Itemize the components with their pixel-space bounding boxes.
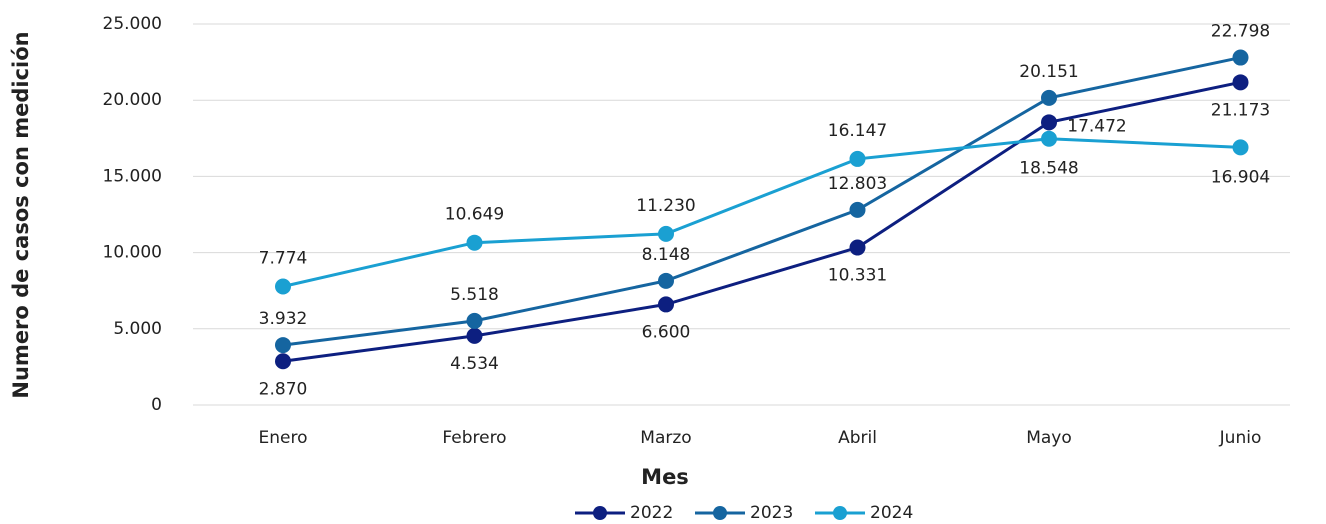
x-tick-label: Mayo bbox=[1026, 428, 1072, 448]
data-point bbox=[658, 225, 674, 242]
data-point bbox=[466, 327, 483, 344]
y-axis-title: Numero de casos con medición bbox=[9, 31, 33, 398]
x-axis-title: Mes bbox=[641, 465, 689, 489]
data-point bbox=[849, 201, 866, 218]
data-point bbox=[1041, 89, 1057, 106]
data-label: 21.173 bbox=[1211, 100, 1270, 120]
x-tick-label: Abril bbox=[838, 428, 877, 448]
data-point bbox=[1232, 139, 1249, 156]
data-point bbox=[849, 239, 866, 256]
legend-label: 2024 bbox=[870, 503, 913, 520]
x-tick-label: Junio bbox=[1219, 428, 1262, 448]
data-point bbox=[849, 150, 866, 167]
x-tick-label: Enero bbox=[259, 428, 308, 448]
data-label: 10.331 bbox=[828, 266, 887, 286]
y-tick-label: 25.000 bbox=[103, 14, 162, 34]
data-label: 11.230 bbox=[636, 196, 695, 216]
data-point bbox=[1041, 114, 1057, 131]
y-tick-label: 10.000 bbox=[103, 243, 162, 263]
data-point bbox=[275, 337, 291, 354]
legend-label: 2023 bbox=[750, 503, 793, 520]
legend-marker bbox=[833, 506, 847, 520]
data-label: 6.600 bbox=[642, 322, 691, 342]
series-line bbox=[282, 56, 1241, 347]
data-point bbox=[466, 312, 483, 329]
data-point bbox=[275, 278, 291, 295]
series-line bbox=[282, 80, 1241, 363]
y-tick-label: 0 bbox=[151, 395, 162, 415]
data-label: 22.798 bbox=[1211, 22, 1270, 42]
data-label: 16.147 bbox=[828, 121, 887, 141]
data-label: 3.932 bbox=[259, 309, 308, 329]
data-label: 2.870 bbox=[259, 379, 308, 399]
y-tick-label: 15.000 bbox=[103, 166, 162, 186]
data-label: 4.534 bbox=[450, 354, 499, 374]
legend-marker bbox=[593, 506, 607, 520]
data-point bbox=[658, 272, 674, 289]
data-label: 7.774 bbox=[259, 249, 308, 269]
data-label: 5.518 bbox=[450, 285, 499, 305]
data-label: 8.148 bbox=[642, 245, 691, 265]
x-tick-label: Marzo bbox=[640, 428, 691, 448]
data-label: 12.803 bbox=[828, 174, 887, 194]
data-label: 18.548 bbox=[1019, 158, 1078, 178]
data-label: 17.472 bbox=[1067, 117, 1126, 137]
data-label: 20.151 bbox=[1019, 62, 1078, 82]
legend-label: 2022 bbox=[630, 503, 673, 520]
series-line bbox=[282, 137, 1241, 288]
data-point bbox=[275, 353, 291, 370]
data-point bbox=[1232, 49, 1249, 66]
x-tick-label: Febrero bbox=[442, 428, 506, 448]
data-label: 16.904 bbox=[1211, 167, 1270, 187]
data-point bbox=[1232, 74, 1249, 91]
data-label: 10.649 bbox=[445, 205, 504, 225]
data-point bbox=[658, 296, 674, 313]
y-tick-label: 20.000 bbox=[103, 90, 162, 110]
legend-marker bbox=[713, 506, 727, 520]
data-point bbox=[1041, 130, 1057, 147]
y-tick-label: 5.000 bbox=[113, 319, 162, 339]
data-point bbox=[466, 234, 483, 251]
